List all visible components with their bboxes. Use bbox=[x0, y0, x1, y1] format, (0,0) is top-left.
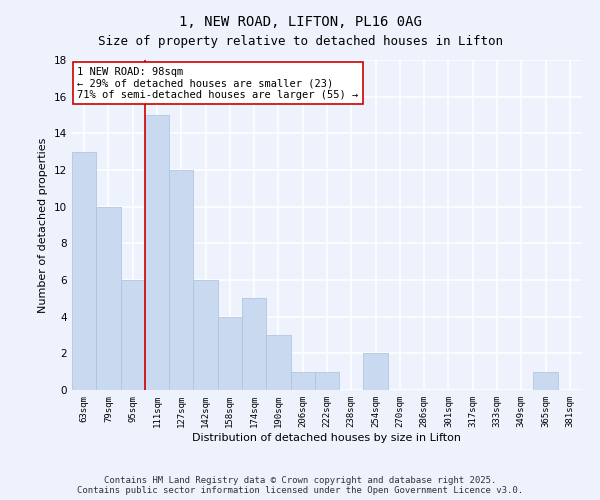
Text: 1, NEW ROAD, LIFTON, PL16 0AG: 1, NEW ROAD, LIFTON, PL16 0AG bbox=[179, 15, 421, 29]
Bar bbox=[121, 280, 145, 390]
Bar bbox=[364, 354, 388, 390]
Bar bbox=[96, 206, 121, 390]
Bar bbox=[169, 170, 193, 390]
Bar bbox=[266, 335, 290, 390]
Bar bbox=[218, 316, 242, 390]
Text: Contains HM Land Registry data © Crown copyright and database right 2025.
Contai: Contains HM Land Registry data © Crown c… bbox=[77, 476, 523, 495]
Bar bbox=[193, 280, 218, 390]
Bar bbox=[72, 152, 96, 390]
Y-axis label: Number of detached properties: Number of detached properties bbox=[38, 138, 49, 312]
Bar bbox=[242, 298, 266, 390]
X-axis label: Distribution of detached houses by size in Lifton: Distribution of detached houses by size … bbox=[193, 432, 461, 442]
Bar bbox=[533, 372, 558, 390]
Bar bbox=[145, 115, 169, 390]
Bar bbox=[290, 372, 315, 390]
Bar bbox=[315, 372, 339, 390]
Text: Size of property relative to detached houses in Lifton: Size of property relative to detached ho… bbox=[97, 35, 503, 48]
Text: 1 NEW ROAD: 98sqm
← 29% of detached houses are smaller (23)
71% of semi-detached: 1 NEW ROAD: 98sqm ← 29% of detached hous… bbox=[77, 66, 358, 100]
